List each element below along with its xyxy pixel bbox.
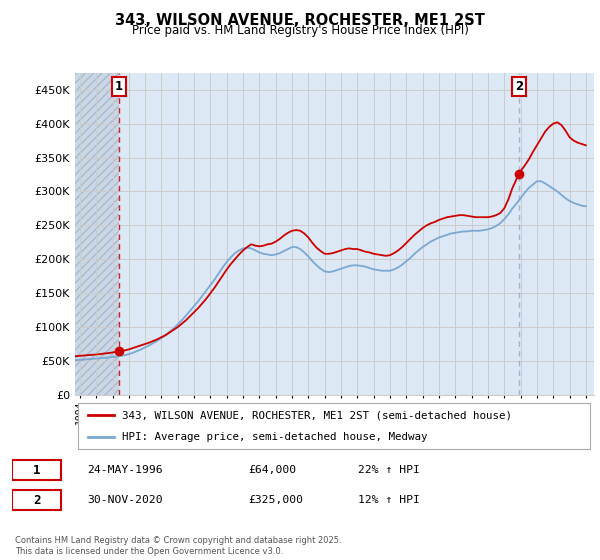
- Text: 1: 1: [33, 464, 41, 477]
- Text: Price paid vs. HM Land Registry's House Price Index (HPI): Price paid vs. HM Land Registry's House …: [131, 24, 469, 38]
- Text: 2: 2: [33, 494, 41, 507]
- Text: 2: 2: [515, 80, 523, 93]
- Text: £325,000: £325,000: [248, 496, 303, 506]
- Text: 1: 1: [115, 80, 123, 93]
- Text: Contains HM Land Registry data © Crown copyright and database right 2025.
This d: Contains HM Land Registry data © Crown c…: [15, 536, 341, 556]
- Text: 12% ↑ HPI: 12% ↑ HPI: [358, 496, 419, 506]
- Text: 343, WILSON AVENUE, ROCHESTER, ME1 2ST: 343, WILSON AVENUE, ROCHESTER, ME1 2ST: [115, 13, 485, 28]
- Text: 22% ↑ HPI: 22% ↑ HPI: [358, 465, 419, 475]
- FancyBboxPatch shape: [12, 460, 61, 480]
- Text: 24-MAY-1996: 24-MAY-1996: [87, 465, 163, 475]
- Text: 30-NOV-2020: 30-NOV-2020: [87, 496, 163, 506]
- Text: 343, WILSON AVENUE, ROCHESTER, ME1 2ST (semi-detached house): 343, WILSON AVENUE, ROCHESTER, ME1 2ST (…: [122, 410, 512, 421]
- FancyBboxPatch shape: [77, 404, 590, 449]
- FancyBboxPatch shape: [12, 491, 61, 511]
- Text: £64,000: £64,000: [248, 465, 296, 475]
- Bar: [75, 73, 119, 395]
- Text: HPI: Average price, semi-detached house, Medway: HPI: Average price, semi-detached house,…: [122, 432, 427, 442]
